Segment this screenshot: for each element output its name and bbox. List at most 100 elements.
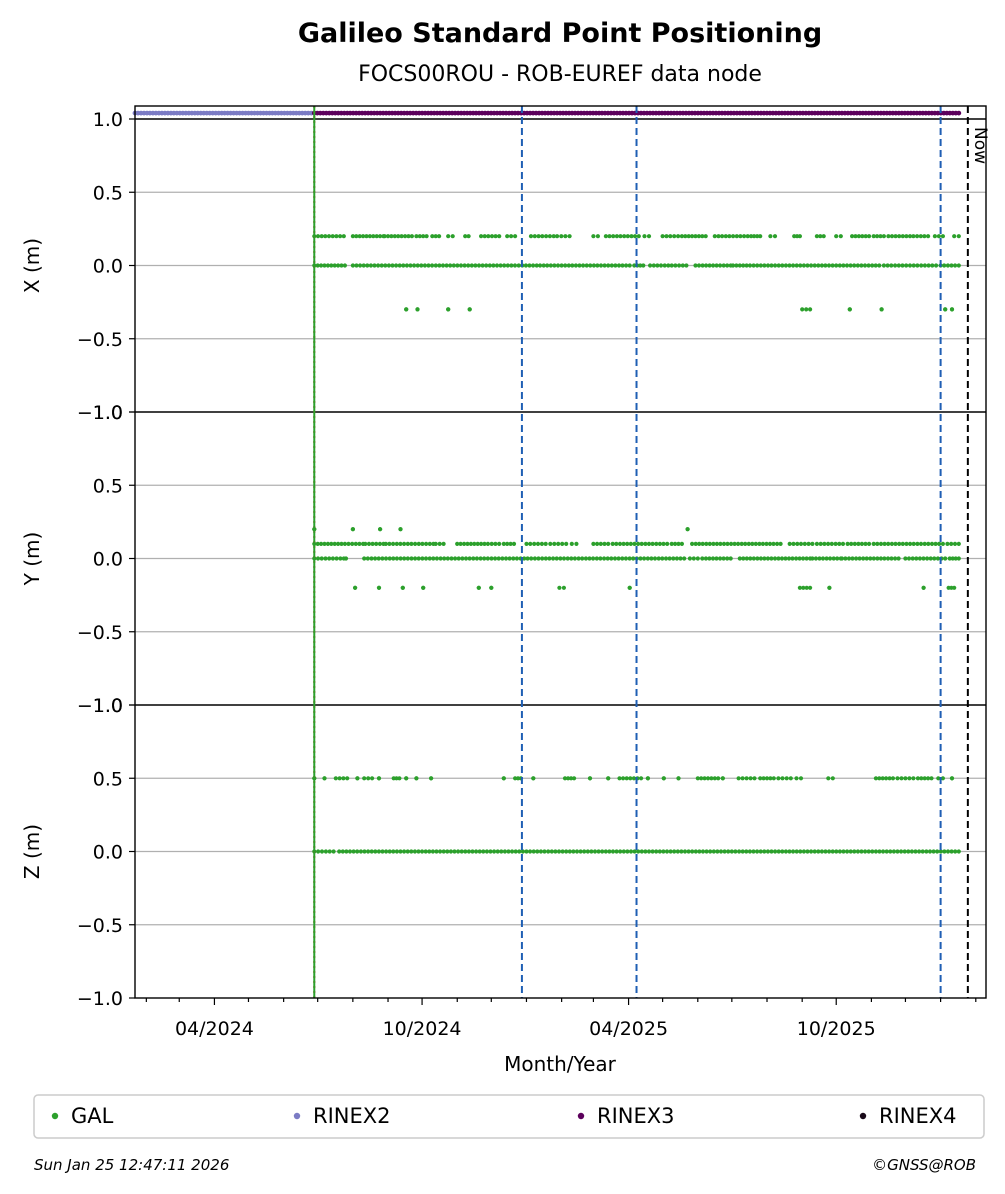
data-point [316,849,321,854]
data-point [616,263,622,268]
data-point [776,556,781,561]
data-point [780,776,785,781]
data-point [732,541,737,547]
data-point [773,849,778,854]
data-point [867,234,872,239]
legend-label: RINEX4 [879,1104,957,1128]
data-point [953,263,958,268]
data-point [791,263,796,268]
data-point [338,234,343,239]
data-point [334,556,339,561]
data-point [509,234,514,239]
data-point [373,556,378,561]
data-point [764,776,770,781]
data-point [921,585,926,590]
data-point [816,263,821,268]
data-point [493,556,498,561]
data-point [801,849,807,854]
data-point [700,556,705,561]
data-point [567,234,572,239]
data-point [474,849,479,854]
data-point [880,776,885,781]
data-point [560,541,565,547]
data-point [794,263,799,268]
data-point [398,556,403,561]
data-point [392,234,397,239]
legend-label: RINEX3 [597,1104,675,1128]
data-point [548,541,553,547]
data-point [448,263,453,268]
data-point [871,234,876,239]
data-point [337,849,342,854]
data-point [522,556,527,561]
data-point [577,263,582,268]
data-point [437,541,442,547]
data-point [929,541,935,547]
y-tick-label: 1.0 [93,109,123,131]
data-point [609,263,614,268]
series-gal [312,527,961,590]
data-point [769,556,774,561]
data-point [885,263,890,268]
data-point [600,849,605,854]
data-point [911,541,916,547]
data-point [368,263,373,268]
data-point [361,263,366,268]
now-label: Now [970,127,990,164]
data-point [371,234,376,239]
data-point [646,849,652,854]
data-point [915,541,920,547]
data-point [900,541,905,547]
y-tick-label: 0.5 [93,768,123,790]
data-point [588,263,593,268]
data-point [794,776,799,781]
data-point [806,541,811,547]
data-point [376,263,381,268]
data-point [669,263,674,268]
data-point [830,263,835,268]
data-point [940,234,946,239]
data-point [734,263,739,268]
data-point [569,776,574,781]
data-point [707,541,712,547]
data-point [911,263,916,268]
data-point [471,556,476,561]
data-point [365,263,370,268]
data-point [495,849,500,854]
data-point [508,541,513,547]
data-point [417,234,422,239]
data-point [673,263,678,268]
data-point [543,556,548,561]
data-point [661,541,666,547]
data-point [861,556,866,561]
data-point [638,556,643,561]
data-point [449,556,454,561]
data-point [804,585,809,590]
data-point [942,263,947,268]
data-point [797,585,803,590]
data-point [387,849,392,854]
data-point [414,776,419,781]
data-point [339,263,344,268]
data-point [421,585,426,590]
data-point [503,556,509,561]
data-point [542,849,547,854]
data-point [401,263,406,268]
data-point [344,849,349,854]
data-point [804,556,809,561]
data-point [792,234,797,239]
data-point [621,849,626,854]
data-point [819,263,825,268]
data-point [945,849,951,854]
data-point [824,556,829,561]
data-point [573,263,579,268]
data-point [627,556,632,561]
data-point [548,263,553,268]
data-point [343,556,349,561]
data-point [498,263,503,268]
data-point [354,234,359,239]
data-point [366,776,371,781]
data-point [607,234,612,239]
data-point [438,849,443,854]
data-point [826,541,831,547]
